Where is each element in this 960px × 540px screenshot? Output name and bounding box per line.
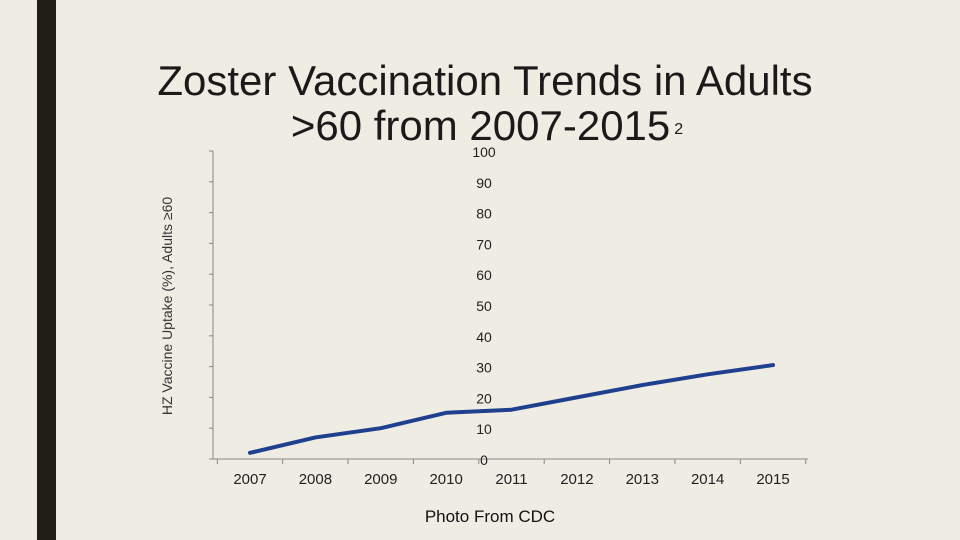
y-tick-label: 100 xyxy=(472,144,496,160)
x-tick-label: 2015 xyxy=(756,471,789,488)
x-tick-label: 2014 xyxy=(691,471,724,488)
y-tick-label: 60 xyxy=(476,267,492,283)
title-line-2: >60 from 2007-2015 xyxy=(290,102,671,149)
x-tick-label: 2007 xyxy=(233,471,266,488)
x-tick-label: 2010 xyxy=(429,471,462,488)
data-point xyxy=(575,395,579,399)
y-tick-label: 40 xyxy=(476,329,492,345)
data-point xyxy=(379,426,383,430)
y-tick-label: 20 xyxy=(476,390,492,406)
x-tick-label: 2011 xyxy=(495,471,527,488)
data-point xyxy=(313,435,317,439)
data-point xyxy=(706,372,710,376)
decorative-side-bar xyxy=(37,0,56,540)
y-tick-label: 80 xyxy=(476,206,492,222)
y-axis-label: HZ Vaccine Uptake (%), Adults ≥60 xyxy=(159,197,175,416)
y-tick-label: 0 xyxy=(480,452,488,468)
data-point xyxy=(640,383,644,387)
chart-series xyxy=(248,363,775,455)
title-line-1: Zoster Vaccination Trends in Adults xyxy=(157,57,813,104)
x-tick-label: 2013 xyxy=(626,471,659,488)
chart-axes xyxy=(209,150,808,464)
y-tick-labels: 0 10 20 30 40 50 60 70 80 90 100 xyxy=(472,144,496,468)
image-credit: Photo From CDC xyxy=(424,507,556,526)
x-tick-label: 2009 xyxy=(364,471,397,488)
title-line-2-wrap: >60 from 2007-2015 2 xyxy=(100,103,870,148)
x-tick-label: 2012 xyxy=(560,471,593,488)
y-tick-label: 30 xyxy=(476,360,492,376)
data-point xyxy=(444,411,448,415)
x-tick-label: 2008 xyxy=(299,471,332,488)
y-tick-label: 70 xyxy=(476,236,492,252)
data-point xyxy=(510,408,513,412)
y-tick-label: 90 xyxy=(476,175,492,191)
data-point xyxy=(248,451,252,455)
data-point xyxy=(771,363,775,367)
x-tick-labels: 2007 2008 2009 2010 2011 2012 2013 2014 2015 xyxy=(233,471,789,488)
y-tick-label: 10 xyxy=(476,421,492,437)
y-tick-label: 50 xyxy=(476,298,492,314)
title-footnote-marker: 2 xyxy=(674,121,684,138)
slide-title: Zoster Vaccination Trends in Adults >60 … xyxy=(100,58,870,148)
